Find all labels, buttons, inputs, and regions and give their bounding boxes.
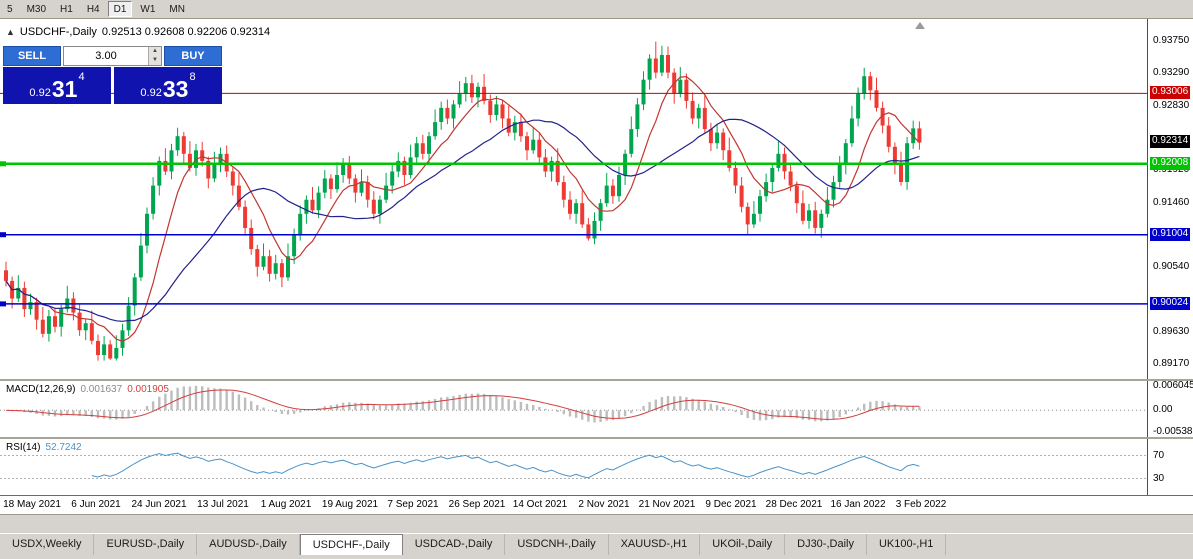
macd-axis-label: 0.006045 [1153, 380, 1193, 391]
ask-prefix: 0.92 [140, 87, 162, 99]
chart-tab[interactable]: USDCAD-,Daily [403, 534, 506, 555]
date-axis-label: 9 Dec 2021 [705, 499, 757, 510]
timeframe-button-5[interactable]: 5 [7, 3, 13, 15]
rsi-axis-label: 70 [1153, 450, 1165, 461]
date-axis-label: 19 Aug 2021 [321, 499, 379, 510]
macd-axis-label: -0.005383 [1153, 426, 1193, 437]
chart-shift-marker [915, 22, 925, 29]
buy-button[interactable]: BUY [164, 46, 222, 66]
chart-symbol-title: USDCHF-,Daily [19, 26, 97, 38]
rsi-axis[interactable]: 70 30 [1149, 439, 1193, 495]
volume-down-icon[interactable]: ▼ [149, 56, 161, 65]
bid-price-display[interactable]: 0.92 31 4 [3, 67, 111, 104]
panel-splitter[interactable] [0, 379, 1193, 381]
date-axis-label: 13 Jul 2021 [197, 499, 249, 510]
price-axis-label: 0.92830 [1153, 100, 1190, 111]
price-axis-label: 0.93290 [1153, 67, 1190, 78]
chart-tab[interactable]: AUDUSD-,Daily [197, 534, 300, 555]
date-axis-label: 1 Aug 2021 [260, 499, 312, 510]
macd-name: MACD(12,26,9) [6, 384, 76, 395]
price-axis-label: 0.89170 [1153, 358, 1190, 369]
window-background [0, 514, 1193, 533]
price-axis-label: 0.89630 [1153, 326, 1190, 337]
level-price-tag: 0.92008 [1150, 157, 1191, 170]
bid-prefix: 0.92 [29, 87, 51, 99]
chart-title: ▲ USDCHF-,Daily 0.92513 0.92608 0.92206 … [6, 26, 270, 38]
candlestick-chart[interactable] [0, 19, 1148, 379]
date-axis-label: 3 Feb 2022 [895, 499, 947, 510]
rsi-panel: 70 30 RSI(14) 52.7242 [0, 439, 1193, 496]
rsi-title: RSI(14) 52.7242 [6, 442, 82, 453]
date-axis-label: 16 Jan 2022 [830, 499, 886, 510]
macd-signal-value: 0.001905 [127, 384, 169, 395]
sell-button[interactable]: SELL [3, 46, 61, 66]
chart-ohlc-values: 0.92513 0.92608 0.92206 0.92314 [101, 26, 271, 38]
level-price-tag: 0.93006 [1150, 86, 1191, 99]
time-axis[interactable]: 18 May 2021 6 Jun 2021 24 Jun 2021 13 Jul 2… [0, 496, 1193, 514]
chart-tab[interactable]: XAUUSD-,H1 [609, 534, 701, 555]
timeframe-button-m30[interactable]: M30 [26, 3, 47, 15]
date-axis-label: 26 Sep 2021 [448, 499, 506, 510]
date-axis-label: 2 Nov 2021 [578, 499, 630, 510]
ask-price-display[interactable]: 0.92 33 8 [114, 67, 222, 104]
timeframe-toolbar: 5 M30 H1 H4 D1 W1 MN [0, 0, 1193, 19]
macd-title: MACD(12,26,9) 0.001637 0.001905 [6, 384, 169, 395]
chart-tab[interactable]: USDX,Weekly [0, 534, 95, 555]
chart-tab[interactable]: USDCNH-,Daily [505, 534, 609, 555]
bid-point: 4 [78, 71, 85, 83]
volume-field: ▲ ▼ [63, 46, 162, 66]
window-background [0, 555, 1193, 559]
macd-axis[interactable]: 0.006045 0.00 -0.005383 [1149, 380, 1193, 437]
one-click-toggle-icon[interactable]: ▲ [6, 26, 15, 37]
bid-pips: 31 [51, 76, 78, 102]
macd-panel: 0.006045 0.00 -0.005383 MACD(12,26,9) 0.00… [0, 380, 1193, 437]
panel-splitter[interactable] [0, 437, 1193, 439]
rsi-value: 52.7242 [45, 442, 82, 453]
timeframe-button-h1[interactable]: H1 [60, 3, 73, 15]
timeframe-button-mn[interactable]: MN [169, 3, 185, 15]
ask-pips: 33 [162, 76, 189, 102]
level-price-tag: 0.90024 [1150, 297, 1191, 310]
date-axis-label: 14 Oct 2021 [512, 499, 568, 510]
chart-tab[interactable]: UKOil-,Daily [700, 534, 786, 555]
chart-tab[interactable]: USDCHF-,Daily [299, 534, 403, 555]
rsi-name: RSI(14) [6, 442, 41, 453]
chart-tabbar: USDX,Weekly EURUSD-,Daily AUDUSD-,Daily USD… [0, 533, 1193, 555]
price-axis-label: 0.93750 [1153, 35, 1190, 46]
volume-spinner: ▲ ▼ [148, 47, 161, 65]
price-axis-label: 0.91460 [1153, 197, 1190, 208]
main-chart-panel: 0.937500.932900.928300.919200.914600.905… [0, 19, 1193, 379]
rsi-chart[interactable] [0, 439, 1148, 495]
date-axis-label: 24 Jun 2021 [131, 499, 187, 510]
chart-tab[interactable]: UK100-,H1 [867, 534, 947, 555]
timeframe-button-d1[interactable]: D1 [107, 1, 133, 17]
current-price-tag: 0.92314 [1150, 135, 1191, 148]
price-axis-label: 0.90540 [1153, 261, 1190, 272]
volume-input[interactable] [64, 47, 148, 65]
macd-main-value: 0.001637 [80, 384, 123, 395]
macd-axis-label: 0.00 [1153, 404, 1173, 415]
macd-chart[interactable] [0, 381, 1148, 437]
chart-tab[interactable]: EURUSD-,Daily [94, 534, 198, 555]
date-axis-label: 18 May 2021 [3, 499, 61, 510]
ask-point: 8 [189, 71, 196, 83]
timeframe-button-w1[interactable]: W1 [140, 3, 156, 15]
price-axis[interactable]: 0.937500.932900.928300.919200.914600.905… [1149, 19, 1193, 379]
rsi-axis-label: 30 [1153, 473, 1165, 484]
one-click-trading-widget: SELL ▲ ▼ BUY 0.92 31 4 0.92 [3, 46, 222, 104]
timeframe-button-h4[interactable]: H4 [86, 3, 100, 15]
volume-up-icon[interactable]: ▲ [149, 47, 161, 56]
date-axis-label: 7 Sep 2021 [387, 499, 439, 510]
chart-tab[interactable]: DJ30-,Daily [785, 534, 867, 555]
date-axis-label: 21 Nov 2021 [638, 499, 696, 510]
level-price-tag: 0.91004 [1150, 228, 1191, 241]
date-axis-label: 6 Jun 2021 [71, 499, 121, 510]
date-axis-label: 28 Dec 2021 [765, 499, 823, 510]
